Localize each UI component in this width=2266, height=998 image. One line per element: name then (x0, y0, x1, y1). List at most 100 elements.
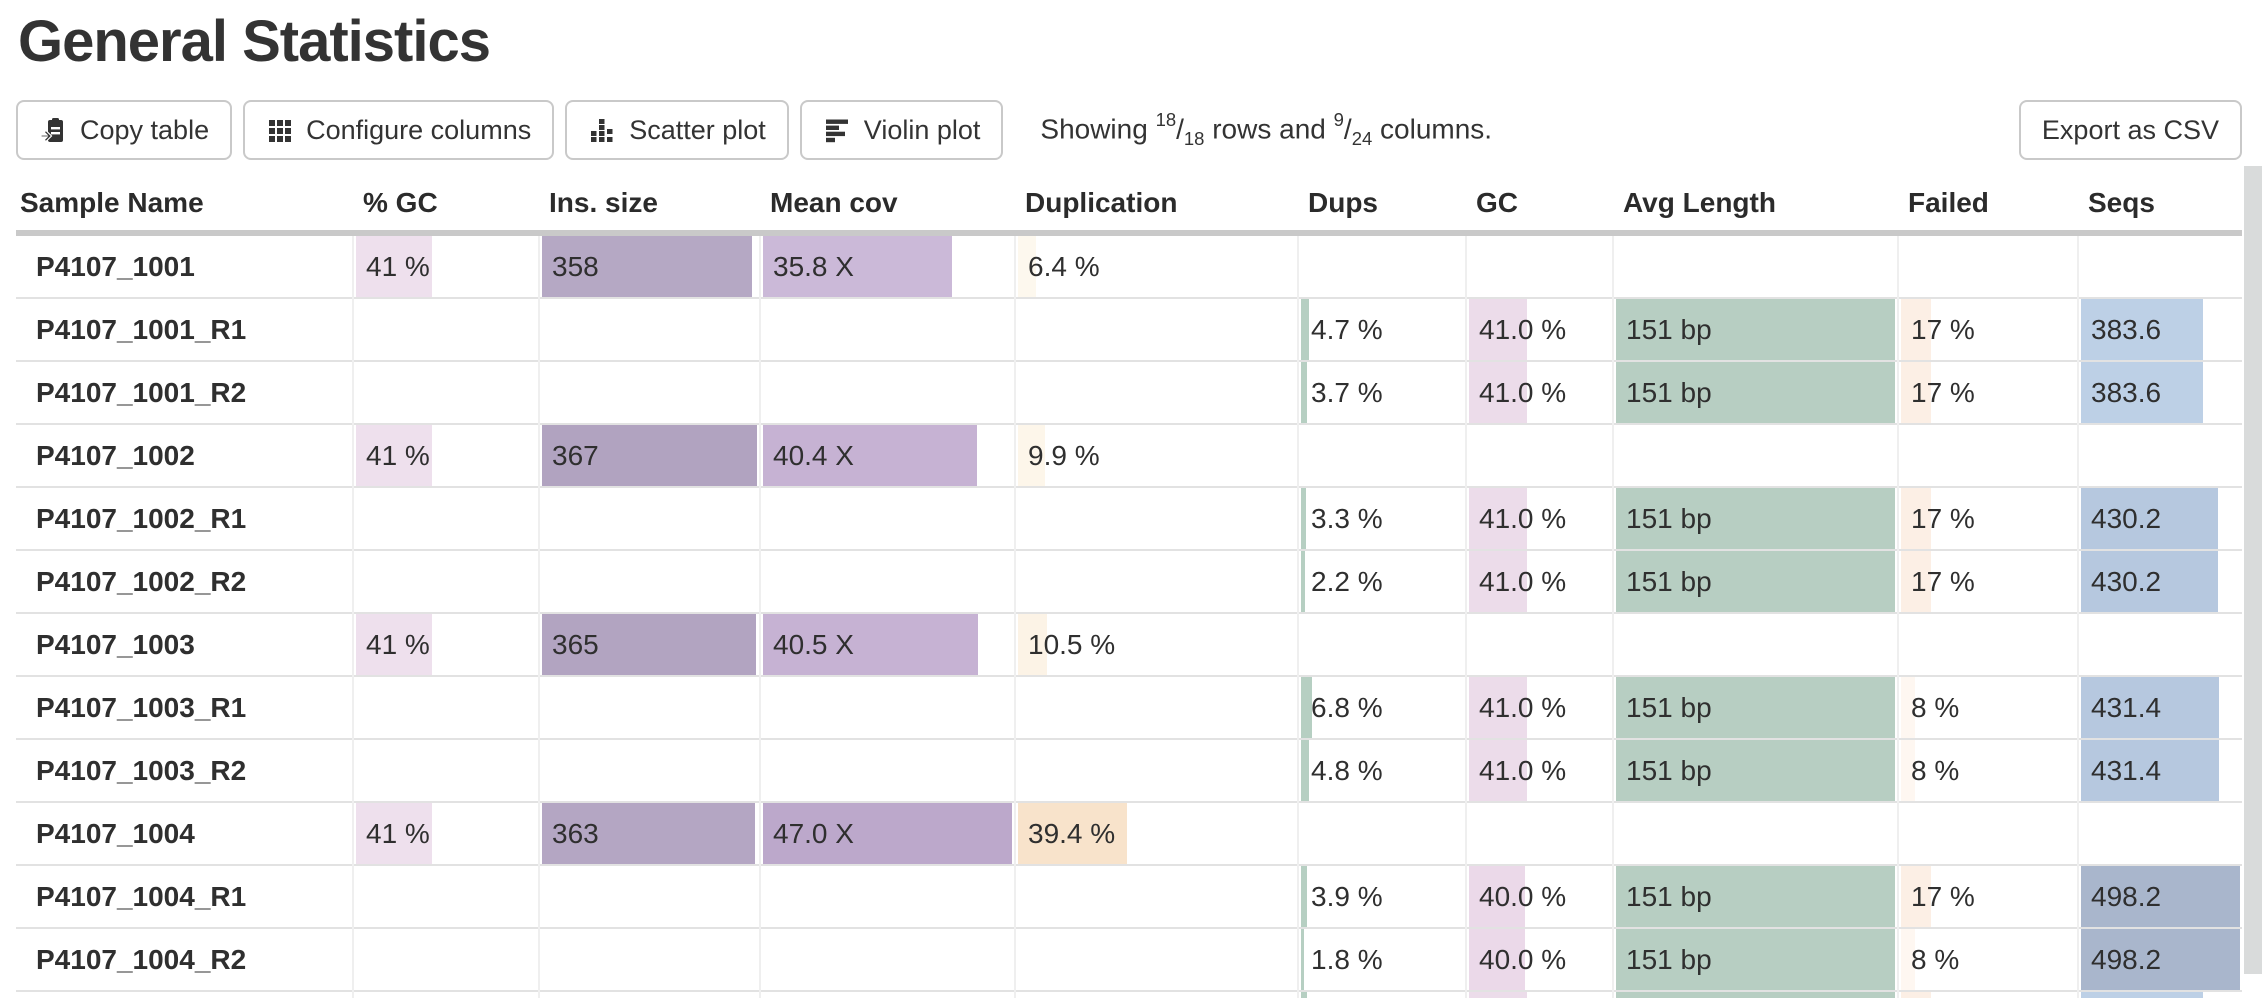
violin-chart-icon (823, 116, 851, 144)
copy-table-button[interactable]: Copy table (16, 100, 233, 160)
table-row: P4107_1003 41 % 365 40.5 X 10.5 % (16, 612, 2242, 676)
cell-dups (1297, 233, 1466, 298)
sample-name-label: P4107_1003 (36, 629, 195, 660)
sample-name-label: P4107_1004_R1 (36, 881, 247, 912)
cell-bar (2081, 300, 2204, 360)
table-row: P4107_1004_R2 1.8 % 40.0 % 151 bp 8 % 498.2 (16, 927, 2242, 991)
cell-avg_length (1612, 612, 1898, 676)
cell-value: 151 bp (1626, 944, 1712, 975)
cell-value: 3.3 % (1311, 503, 1383, 534)
cell-failed (1897, 612, 2078, 676)
column-header-duplication[interactable]: Duplication (1015, 173, 1298, 236)
table-body: P4107_1001 41 % 358 35.8 X 6.4 % P4107_1001_R… (16, 233, 2242, 998)
cell-bar (1901, 489, 1931, 549)
cell-bar (1469, 300, 1527, 360)
sample-name-label: P4107_1002_R1 (36, 503, 247, 534)
cell-bar (356, 804, 432, 864)
sample-name-label: P4107_1001_R2 (36, 377, 247, 408)
cell-gc (1465, 612, 1613, 676)
sample-name: P4107_1002 (16, 423, 353, 487)
cell-value: 41 % (366, 251, 430, 282)
column-header-avg_length[interactable]: Avg Length (1613, 173, 1898, 236)
column-header-pct_gc[interactable]: % GC (353, 173, 539, 236)
cell-bar (1301, 300, 1309, 360)
table-header: Sample Name% GC Ins. size Mean cov Duplicat… (16, 173, 2242, 236)
cell-bar (2081, 867, 2240, 927)
cell-bar (1616, 300, 1895, 360)
cell-dups: 2.2 % (1297, 549, 1466, 613)
cell-value: 3.7 % (1311, 377, 1383, 408)
cell-avg_length (1612, 990, 1898, 998)
sample-name-label: P4107_1004 (36, 818, 195, 849)
cell-bar (1301, 741, 1309, 801)
violin-plot-button[interactable]: Violin plot (799, 100, 1004, 160)
cell-bar (763, 236, 953, 297)
column-header-sample[interactable]: Sample Name (16, 173, 353, 236)
cell-dups (1297, 423, 1466, 487)
cell-bar (1018, 804, 1128, 864)
column-header-mean_cov[interactable]: Mean cov (760, 173, 1015, 236)
cell-avg_length (1612, 423, 1898, 487)
showing-mid: rows and (1212, 112, 1326, 144)
cell-duplication (1014, 990, 1298, 998)
cell-gc: 41.0 % (1465, 738, 1613, 802)
column-header-seqs[interactable]: Seqs (2078, 173, 2242, 236)
cell-mean_cov: 35.8 X (759, 233, 1015, 298)
sample-name: P4107_1003 (16, 612, 353, 676)
export-csv-button[interactable]: Export as CSV (2018, 100, 2242, 160)
cell-gc (1465, 990, 1613, 998)
configure-columns-button[interactable]: Configure columns (243, 100, 555, 160)
cell-duplication: 39.4 % (1014, 801, 1298, 865)
cell-bar (2081, 678, 2219, 738)
rows-total-count: 18 (1183, 127, 1205, 149)
copy-icon (39, 116, 67, 144)
general-statistics-table: Sample Name% GC Ins. size Mean cov Duplicat… (16, 173, 2242, 998)
cell-duplication (1014, 738, 1298, 802)
sample-name: P4107_1003_R2 (16, 738, 353, 802)
cell-dups: 3.7 % (1297, 360, 1466, 424)
cell-value: 151 bp (1626, 692, 1712, 723)
column-header-dups[interactable]: Dups (1298, 173, 1466, 236)
column-header-ins_size[interactable]: Ins. size (539, 173, 760, 236)
scatter-plot-button[interactable]: Scatter plot (565, 100, 789, 160)
column-header-gc[interactable]: GC (1466, 173, 1613, 236)
cell-value: 431.4 (2091, 755, 2162, 786)
cell-dups: 4.7 % (1297, 297, 1466, 361)
cell-seqs: 431.4 (2077, 738, 2242, 802)
cell-bar (1301, 867, 1308, 927)
cell-value: 41.0 % (1479, 377, 1567, 408)
cell-failed: 8 % (1897, 675, 2078, 739)
cell-avg_length: 151 bp (1612, 927, 1898, 991)
cell-bar (2081, 363, 2204, 423)
cell-value: 41.0 % (1479, 692, 1567, 723)
cols-total-count: 24 (1351, 127, 1373, 149)
sample-name-label: P4107_1003_R1 (36, 692, 247, 723)
cell-bar (1901, 363, 1931, 423)
cell-bar (542, 426, 757, 486)
cell-value: 41.0 % (1479, 314, 1567, 345)
cell-value: 151 bp (1626, 881, 1712, 912)
cell-value: 151 bp (1626, 755, 1712, 786)
cell-pct_gc (352, 675, 539, 739)
vertical-scrollbar[interactable] (2244, 166, 2262, 974)
cell-pct_gc (352, 549, 539, 613)
cell-dups: 3.9 % (1297, 864, 1466, 928)
column-header-failed[interactable]: Failed (1898, 173, 2078, 236)
cell-seqs (2077, 423, 2242, 487)
cell-bar (1616, 489, 1895, 549)
cell-value: 41 % (366, 629, 430, 660)
cell-bar (1301, 363, 1307, 423)
cell-bar (1901, 993, 1931, 998)
cell-value: 1.8 % (1311, 944, 1383, 975)
showing-suffix: columns. (1380, 112, 1493, 144)
cell-pct_gc (352, 927, 539, 991)
sample-name: P4107_1001_R2 (16, 360, 353, 424)
cell-bar (1616, 363, 1895, 423)
cell-value: 17 % (1911, 314, 1975, 345)
cell-value: 151 bp (1626, 503, 1712, 534)
cell-value: 41.0 % (1479, 503, 1567, 534)
cell-gc: 41.0 % (1465, 486, 1613, 550)
cell-dups (1297, 801, 1466, 865)
cell-avg_length: 151 bp (1612, 486, 1898, 550)
configure-columns-label: Configure columns (306, 114, 532, 145)
